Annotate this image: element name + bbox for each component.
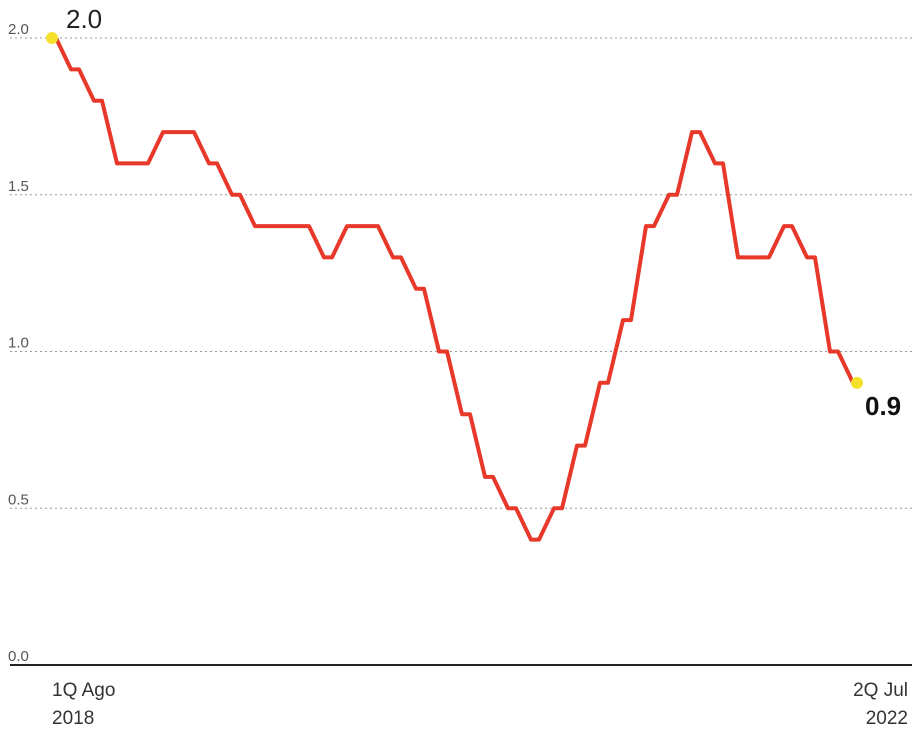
end-value-label: 0.9 (865, 391, 901, 421)
x-tick-end-line2: 2022 (866, 708, 908, 729)
start-point-marker (46, 32, 58, 44)
gridlines (10, 37, 912, 509)
x-tick-start-line2: 2018 (52, 708, 94, 729)
x-tick-start-line1: 1Q Ago (52, 680, 115, 701)
start-value-label: 2.0 (66, 4, 102, 34)
series-line (50, 36, 859, 542)
end-markers (46, 32, 863, 389)
y-tick-label: 1.5 (8, 178, 29, 195)
y-tick-label: 0.5 (8, 491, 29, 508)
y-tick-label: 2.0 (8, 21, 29, 38)
y-tick-label: 1.0 (8, 335, 29, 352)
y-tick-label: 0.0 (8, 648, 29, 665)
x-tick-end-line1: 2Q Jul (853, 680, 908, 701)
y-axis-ticks: 0.0 0.5 1.0 1.5 2.0 (8, 21, 29, 665)
end-point-marker (851, 376, 863, 389)
